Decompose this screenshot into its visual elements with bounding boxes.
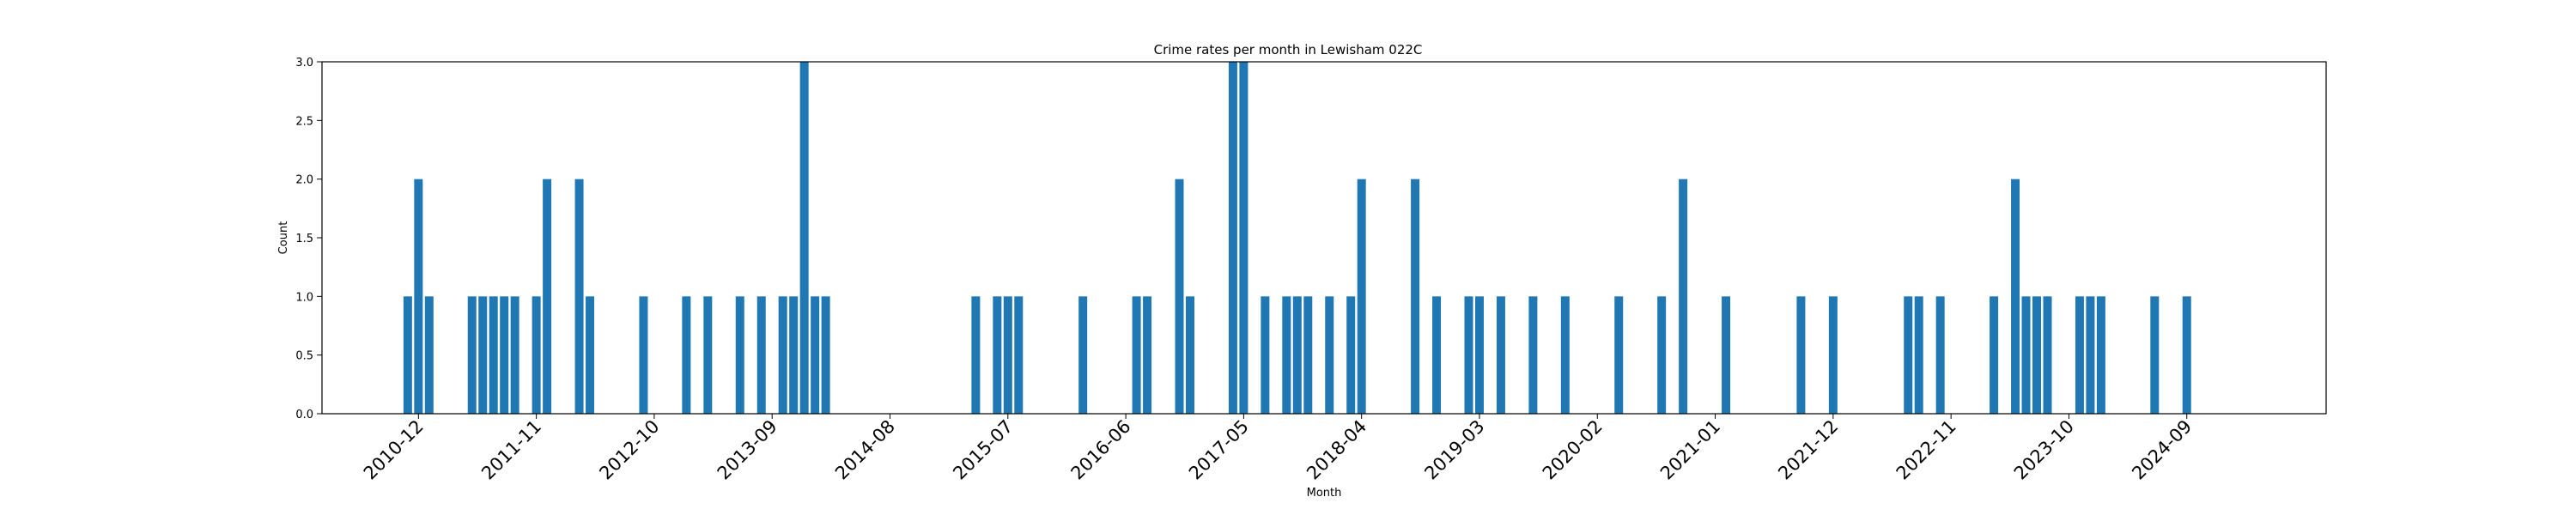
- bar: [586, 296, 595, 414]
- y-axis: 0.0 0.5 1.0 1.5 2.0 2.5 3.0: [295, 57, 322, 421]
- bar: [403, 296, 412, 414]
- bar: [1292, 296, 1302, 414]
- bar: [1261, 296, 1270, 414]
- x-tick-label: 2024-09: [2128, 416, 2196, 484]
- x-tick-label: 2016-06: [1067, 416, 1135, 484]
- y-tick-label: 3.0: [295, 57, 313, 70]
- bar: [424, 296, 434, 414]
- bar: [1325, 296, 1334, 414]
- bar: [532, 296, 541, 414]
- y-axis-label: Count: [277, 221, 290, 255]
- bar: [1432, 296, 1442, 414]
- bar: [1914, 296, 1923, 414]
- bars-group: [403, 62, 2191, 415]
- bar: [703, 296, 713, 414]
- bar: [1303, 296, 1313, 414]
- bar: [682, 296, 691, 414]
- bar: [2021, 296, 2031, 414]
- bar: [756, 296, 766, 414]
- bar: [510, 296, 519, 414]
- bar: [1796, 296, 1806, 414]
- bar: [1239, 62, 1249, 414]
- bar: [1614, 296, 1624, 414]
- bar: [574, 179, 584, 415]
- bar: [2086, 296, 2095, 414]
- x-tick-label: 2021-12: [1774, 416, 1842, 484]
- x-tick-label: 2018-04: [1303, 416, 1370, 484]
- x-tick-label: 2012-10: [595, 416, 663, 484]
- x-axis-label: Month: [1307, 487, 1342, 500]
- x-tick-label: 2015-07: [949, 416, 1017, 484]
- bar: [1464, 296, 1473, 414]
- bar: [735, 296, 744, 414]
- bar: [1722, 296, 1731, 414]
- x-tick-label: 2021-01: [1656, 416, 1724, 484]
- bar: [2150, 296, 2160, 414]
- bar: [1935, 296, 1945, 414]
- bar: [821, 296, 830, 414]
- bar: [1904, 296, 1913, 414]
- bar: [1990, 296, 1999, 414]
- chart-title: Crime rates per month in Lewisham 022C: [1154, 42, 1423, 58]
- bar: [1411, 179, 1420, 415]
- bar: [1175, 179, 1184, 415]
- bar: [1078, 296, 1088, 414]
- bar: [789, 296, 799, 414]
- bar: [1003, 296, 1012, 414]
- x-tick-label: 2014-08: [831, 416, 899, 484]
- bar: [2032, 296, 2041, 414]
- bar: [1228, 62, 1237, 414]
- bar: [639, 296, 648, 414]
- bar: [2043, 296, 2052, 414]
- bar: [799, 62, 809, 414]
- x-tick-label: 2011-11: [477, 416, 545, 484]
- bar: [1282, 296, 1291, 414]
- y-tick-label: 1.5: [295, 233, 313, 245]
- bar: [1474, 296, 1484, 414]
- bar: [971, 296, 981, 414]
- y-tick-label: 2.5: [295, 115, 313, 128]
- bar: [478, 296, 488, 414]
- y-tick-label: 2.0: [295, 174, 313, 187]
- x-tick-label: 2020-02: [1539, 416, 1607, 484]
- bar: [543, 179, 552, 415]
- bar: [2182, 296, 2191, 414]
- bar: [1357, 179, 1366, 415]
- x-tick-label: 2022-11: [1893, 416, 1960, 484]
- bar: [2011, 179, 2020, 415]
- bar: [1496, 296, 1505, 414]
- bar: [500, 296, 509, 414]
- bar: [1528, 296, 1538, 414]
- bar: [993, 296, 1002, 414]
- x-tick-label: 2017-05: [1185, 416, 1253, 484]
- bar: [778, 296, 787, 414]
- bar: [2075, 296, 2084, 414]
- bar: [1828, 296, 1838, 414]
- bar: [2096, 296, 2105, 414]
- x-tick-label: 2010-12: [360, 416, 428, 484]
- bar: [1346, 296, 1356, 414]
- bar: [489, 296, 498, 414]
- y-tick-label: 0.5: [295, 350, 313, 363]
- bar: [1560, 296, 1570, 414]
- plot-area-frame: [321, 61, 2327, 415]
- bar: [1132, 296, 1141, 414]
- bar: [1185, 296, 1194, 414]
- x-tick-label: 2013-09: [714, 416, 781, 484]
- bar: [1014, 296, 1024, 414]
- bar: [1657, 296, 1667, 414]
- x-tick-label: 2023-10: [2010, 416, 2078, 484]
- bar: [1143, 296, 1152, 414]
- y-tick-label: 0.0: [295, 409, 313, 421]
- bar: [414, 179, 423, 415]
- x-tick-label: 2019-03: [1420, 416, 1488, 484]
- bar: [811, 296, 820, 414]
- bar: [467, 296, 477, 414]
- bar: [1679, 179, 1688, 415]
- y-tick-label: 1.0: [295, 291, 313, 304]
- x-axis: 2010-12 2011-11 2012-10 2013-09 2014-08 2015-…: [360, 414, 2196, 484]
